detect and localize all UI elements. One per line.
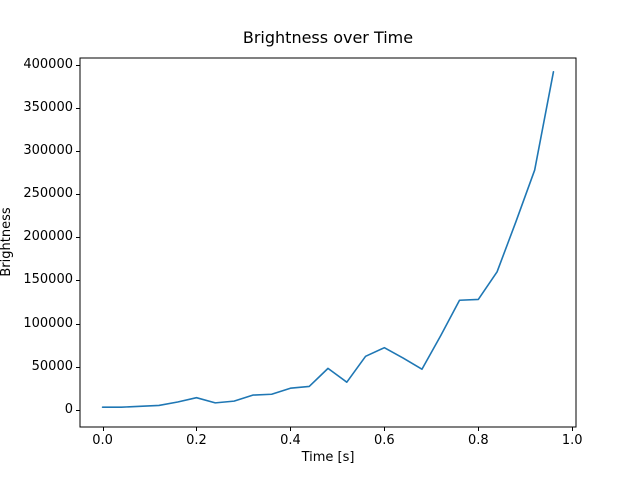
y-tick-label: 100000 [23, 315, 73, 331]
y-tick-label: 0 [64, 401, 73, 417]
x-tick-label: 0.0 [92, 433, 113, 448]
y-tick-label: 50000 [31, 358, 73, 374]
x-axis-label: Time [s] [301, 450, 355, 465]
chart-title: Brightness over Time [242, 28, 414, 47]
y-tick-label: 150000 [23, 272, 73, 288]
x-tick-label: 0.8 [467, 433, 489, 448]
y-tick-label: 200000 [23, 229, 73, 245]
y-tick-label: 250000 [23, 186, 73, 202]
axes-frame [79, 57, 577, 428]
y-tick-label: 400000 [23, 56, 73, 72]
x-tick-label: 0.2 [186, 433, 207, 448]
x-tick-label: 1.0 [561, 433, 583, 448]
y-tick-label: 300000 [23, 143, 73, 159]
y-tick-label: 350000 [23, 100, 73, 115]
brightness-line-series [101, 70, 555, 408]
x-tick-label: 0.4 [280, 433, 301, 448]
x-tick-label: 0.6 [374, 433, 395, 448]
